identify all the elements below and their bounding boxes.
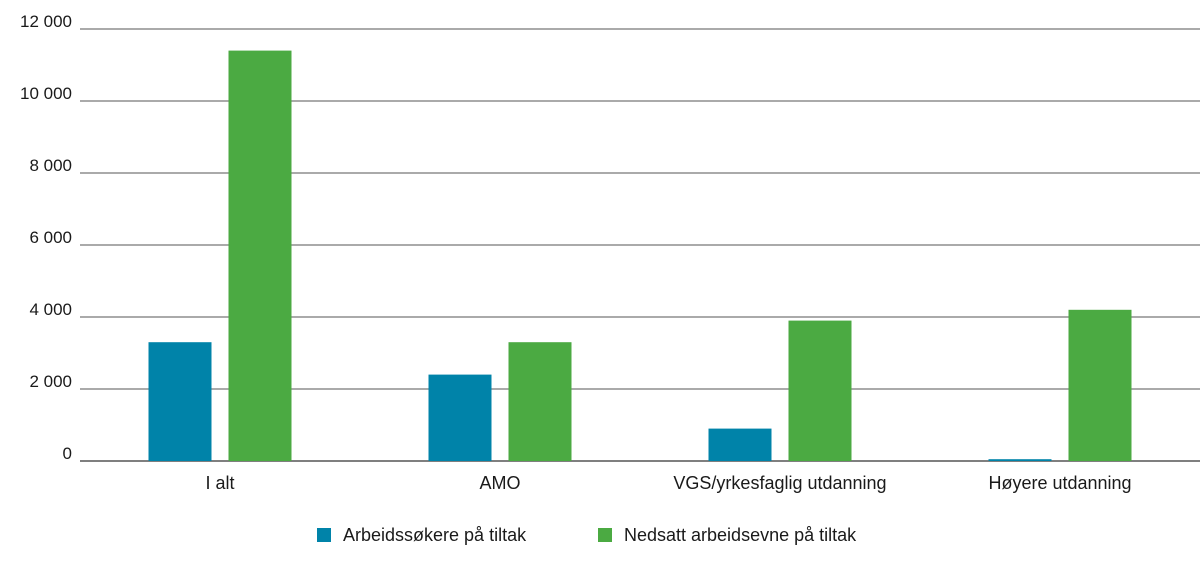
y-tick-label: 12 000 bbox=[20, 12, 72, 31]
bar-arbeidssokere-2 bbox=[708, 428, 772, 461]
x-category-label: Høyere utdanning bbox=[988, 473, 1131, 493]
bar-nedsatt-arbeidsevne-1 bbox=[508, 342, 572, 461]
bar-arbeidssokere-1 bbox=[428, 374, 492, 461]
legend: Arbeidssøkere på tiltak Nedsatt arbeidsev… bbox=[317, 525, 857, 545]
x-category-label: AMO bbox=[479, 473, 520, 493]
y-tick-label: 2 000 bbox=[29, 372, 72, 391]
y-tick-label: 0 bbox=[63, 444, 72, 463]
y-tick-label: 4 000 bbox=[29, 300, 72, 319]
legend-swatch bbox=[598, 528, 612, 542]
bars bbox=[148, 50, 1132, 461]
y-tick-label: 8 000 bbox=[29, 156, 72, 175]
legend-swatch bbox=[317, 528, 331, 542]
y-tick-label: 10 000 bbox=[20, 84, 72, 103]
legend-label: Nedsatt arbeidsevne på tiltak bbox=[624, 525, 857, 545]
bar-nedsatt-arbeidsevne-2 bbox=[788, 320, 852, 461]
x-axis-categories: I alt AMO VGS/yrkesfaglig utdanning Høyere … bbox=[205, 473, 1131, 493]
bar-nedsatt-arbeidsevne-0 bbox=[228, 50, 292, 461]
y-axis-ticks: 0 2 000 4 000 6 000 8 000 10 000 12 000 bbox=[20, 12, 72, 463]
bar-nedsatt-arbeidsevne-3 bbox=[1068, 309, 1132, 461]
y-tick-label: 6 000 bbox=[29, 228, 72, 247]
x-category-label: I alt bbox=[205, 473, 234, 493]
legend-label: Arbeidssøkere på tiltak bbox=[343, 525, 527, 545]
x-category-label: VGS/yrkesfaglig utdanning bbox=[673, 473, 886, 493]
bar-arbeidssokere-0 bbox=[148, 342, 212, 461]
bar-arbeidssokere-3 bbox=[988, 459, 1052, 461]
